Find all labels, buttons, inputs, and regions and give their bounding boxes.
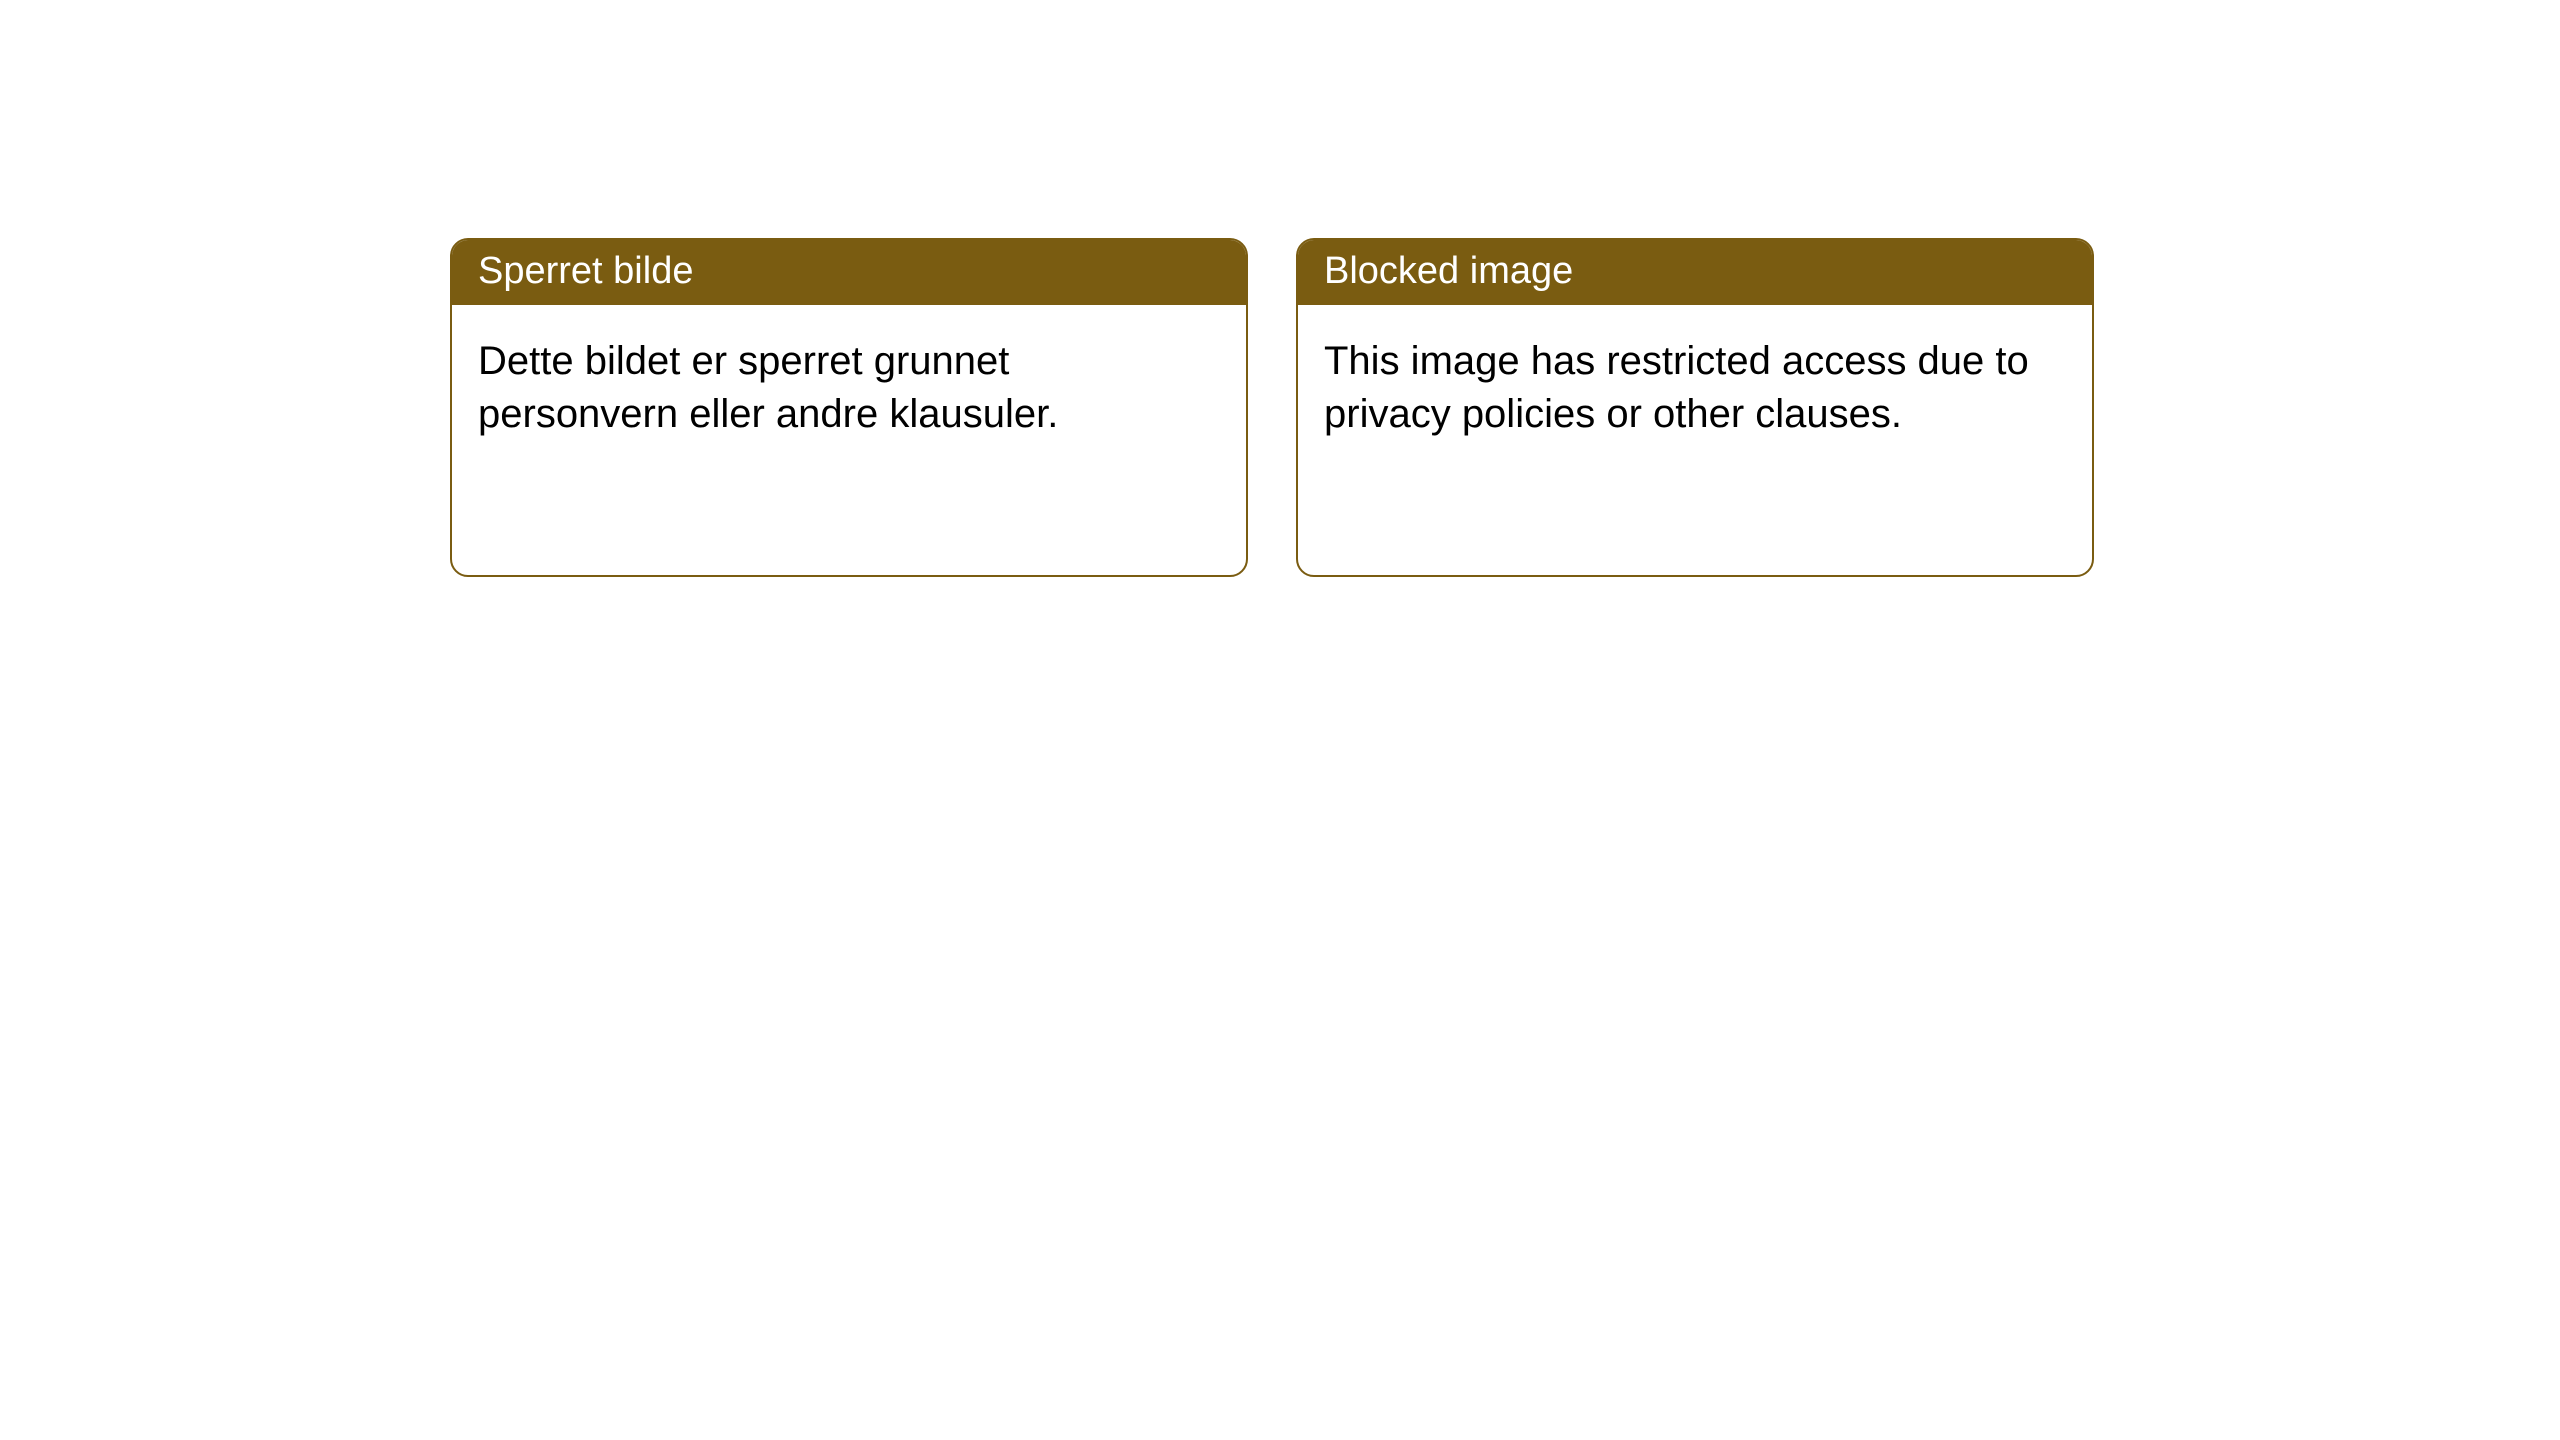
notice-title: Blocked image [1324,250,1573,292]
notice-header: Sperret bilde [452,240,1246,305]
notice-message: Dette bildet er sperret grunnet personve… [478,339,1058,436]
notice-container: Sperret bilde Dette bildet er sperret gr… [450,238,2094,577]
notice-body: Dette bildet er sperret grunnet personve… [452,305,1246,575]
notice-title: Sperret bilde [478,250,693,292]
notice-header: Blocked image [1298,240,2092,305]
notice-body: This image has restricted access due to … [1298,305,2092,575]
notice-card-norwegian: Sperret bilde Dette bildet er sperret gr… [450,238,1248,577]
notice-message: This image has restricted access due to … [1324,339,2029,436]
notice-card-english: Blocked image This image has restricted … [1296,238,2094,577]
